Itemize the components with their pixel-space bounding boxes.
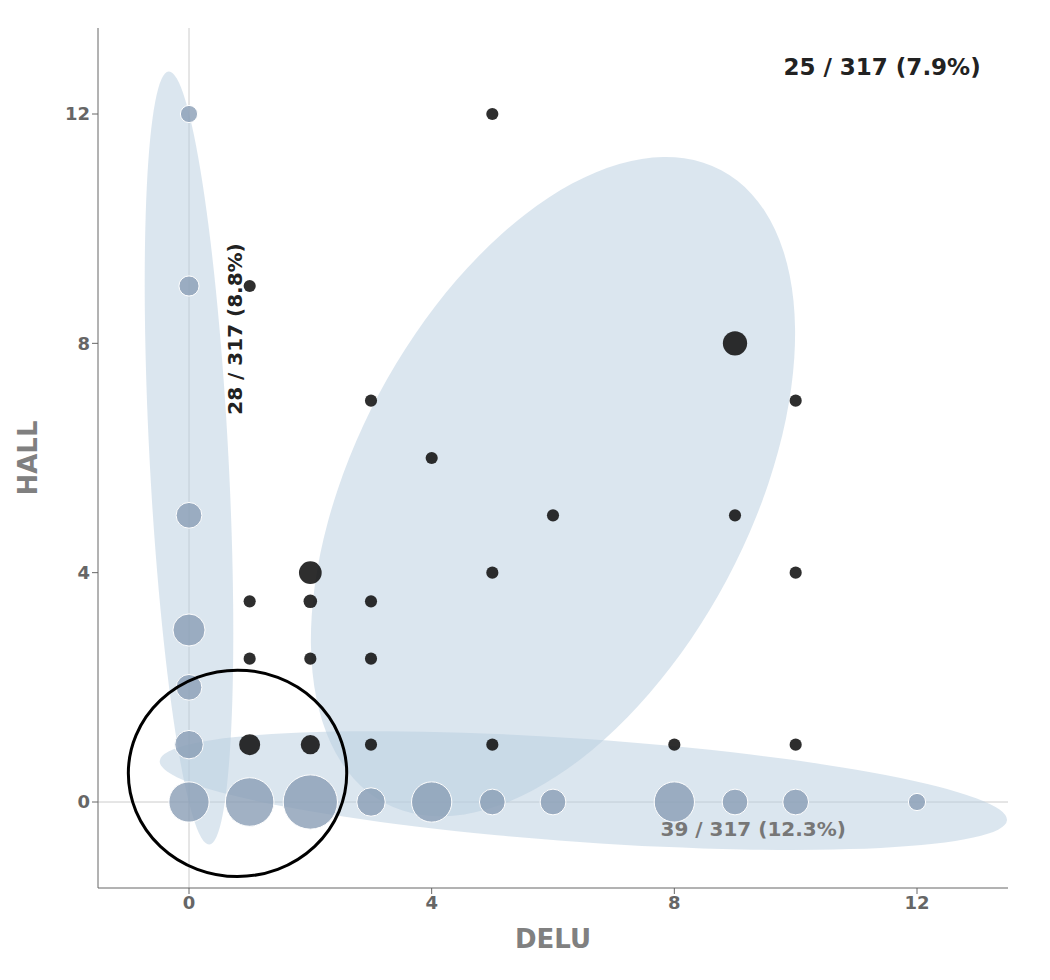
svg-text:0: 0 [77,791,90,812]
svg-text:DELU: DELU [515,924,591,954]
svg-text:12: 12 [65,103,90,124]
svg-text:4: 4 [425,892,438,913]
svg-text:12: 12 [904,892,929,913]
html-text:39 / 317 (12.3%): 39 / 317 (12.3%) [660,816,846,841]
svg-text:8: 8 [668,892,681,913]
svg-text:0: 0 [183,892,196,913]
html-text:28 / 317 (8.8%): 28 / 317 (8.8%) [222,243,247,415]
svg-text:4: 4 [77,562,90,583]
html-text:25 / 317 (7.9%): 25 / 317 (7.9%) [783,53,981,80]
svg-text:8: 8 [77,333,90,354]
svg-text:HALL: HALL [13,420,43,495]
